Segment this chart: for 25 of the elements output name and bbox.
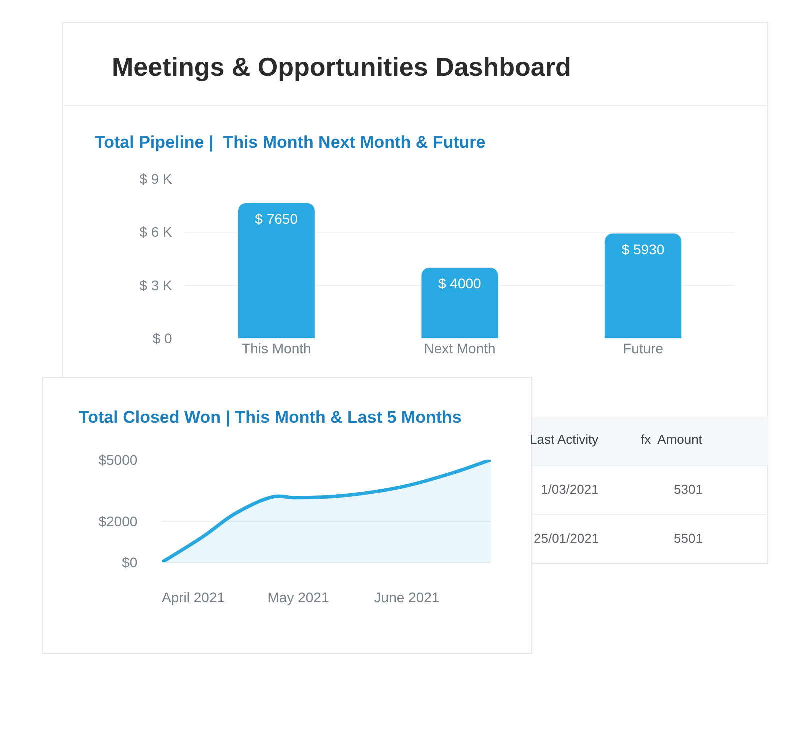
text: 25/01/2021 (534, 531, 600, 546)
x-tick-label: This Month (242, 340, 312, 357)
x-tick-label: May 2021 (268, 589, 330, 606)
data-label: $ 5930 (622, 242, 665, 258)
chart-title: Meetings & Opportunities Dashboard (112, 52, 572, 82)
text: fx Amount (641, 432, 703, 447)
chart-subtitle: Total Pipeline | This Month Next Month & Future (95, 133, 486, 152)
text: 1/03/2021 (541, 482, 599, 497)
x-tick-label: Next Month (424, 340, 496, 357)
y-tick-label: $ 0 (152, 330, 184, 346)
x-tick-label: Future (623, 340, 664, 357)
data-label: $ 7650 (255, 211, 298, 228)
text: 5501 (674, 531, 703, 546)
y-tick-label: $0 (122, 554, 161, 570)
y-tick-label: $5000 (98, 452, 161, 468)
y-tick-label: $ 9 K (140, 171, 184, 188)
text: 5301 (674, 482, 703, 497)
chart-title: Total Closed Won | This Month & Last 5 Months (79, 408, 462, 427)
y-tick-label: $2000 (98, 513, 161, 530)
x-tick-label: April 2021 (162, 589, 226, 606)
x-tick-label: June 2021 (374, 589, 440, 606)
y-tick-label: $ 3 K (140, 277, 184, 294)
y-tick-label: $ 6 K (140, 224, 184, 240)
text: Last Activity (530, 432, 600, 447)
data-label: $ 4000 (438, 276, 482, 292)
